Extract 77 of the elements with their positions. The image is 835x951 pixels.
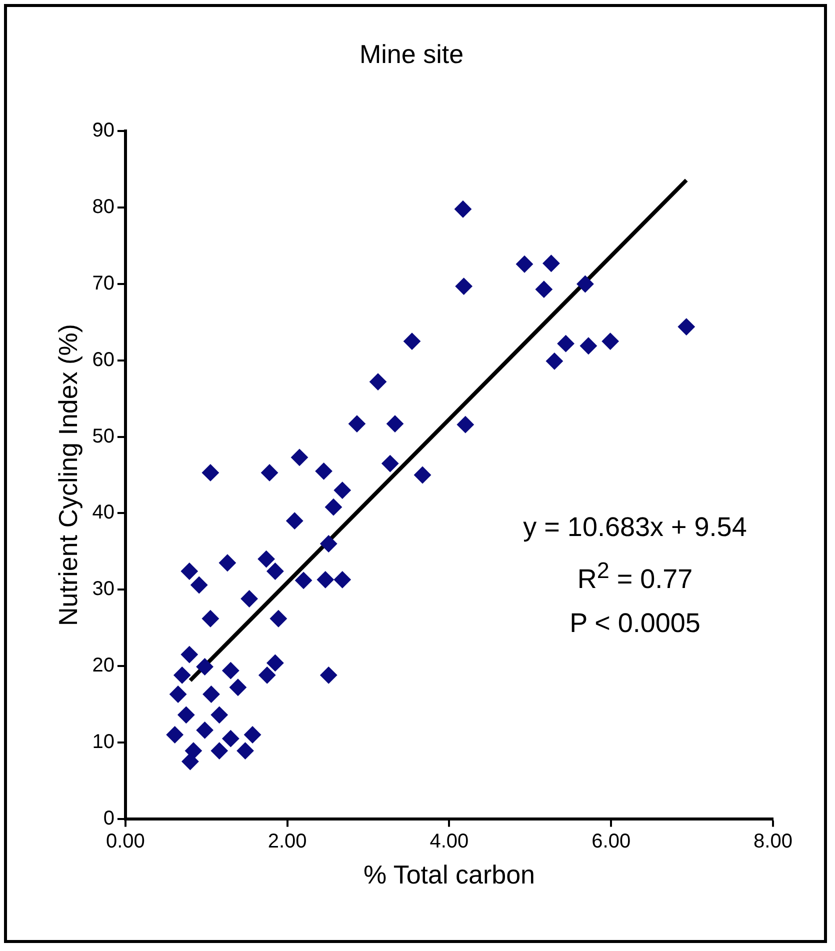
point [244,726,262,744]
point [516,256,533,273]
y-tick-label: 0 [103,807,114,830]
point [546,352,563,370]
point [557,335,574,352]
y-tick-label: 50 [92,425,114,448]
point [320,535,338,552]
point [580,337,597,354]
x-tick-label: 4.00 [430,830,469,852]
y-tick-label: 80 [92,196,114,218]
y-tick-label: 20 [92,654,114,677]
point [576,276,594,292]
point [178,706,195,724]
point [190,576,208,594]
y-tick-label: 60 [92,348,114,371]
point [218,554,236,572]
y-tick-label: 90 [92,120,114,142]
y-tick-label: 40 [92,502,114,524]
point [266,562,284,580]
point [210,706,228,724]
annotation: R$^{2}$ = 0.77 [576,557,694,596]
point [403,332,420,350]
point [324,498,342,516]
point [382,455,399,472]
point [180,646,198,664]
y-axis-title: Nutrient Cycling Index (%) [52,324,83,626]
point [270,610,287,628]
point [229,678,246,696]
point [414,466,432,484]
point [542,254,560,272]
point [210,742,228,760]
point [236,742,254,760]
point [334,482,351,499]
point [678,318,695,336]
point [316,571,334,588]
point [602,332,619,350]
y-tick-label: 70 [92,272,114,295]
point [290,448,308,466]
point [315,462,332,480]
point [535,280,552,298]
y-tick-label: 10 [92,730,114,753]
point [266,654,284,672]
point [240,590,258,608]
point [455,278,472,295]
point [182,753,199,770]
point [202,610,219,628]
point [320,666,338,684]
point [295,572,312,589]
point [180,562,198,580]
point [174,666,191,684]
point [166,726,184,744]
point [222,730,240,748]
point [348,415,366,432]
x-tick-label: 0.00 [106,830,145,852]
point [196,658,214,676]
point [222,662,240,680]
annotation: P < 0.0005 [568,607,702,640]
annotation: y = 10.683x + 9.54 [522,511,748,544]
point [196,722,214,739]
point [258,550,275,568]
y-tick-label: 30 [92,578,114,600]
point [202,464,219,482]
point [258,666,276,684]
point [369,373,386,390]
point [386,415,404,432]
x-tick-label: 8.00 [754,830,792,852]
x-axis-title: % Total carbon [363,860,535,890]
point [202,686,220,703]
x-tick-label: 2.00 [268,830,307,852]
chart-title: Mine site [359,38,464,69]
point [334,571,351,588]
point [456,416,474,434]
point [261,464,278,482]
point [286,512,304,530]
point [170,686,187,703]
x-tick-label: 6.00 [592,830,631,852]
point [454,200,472,218]
